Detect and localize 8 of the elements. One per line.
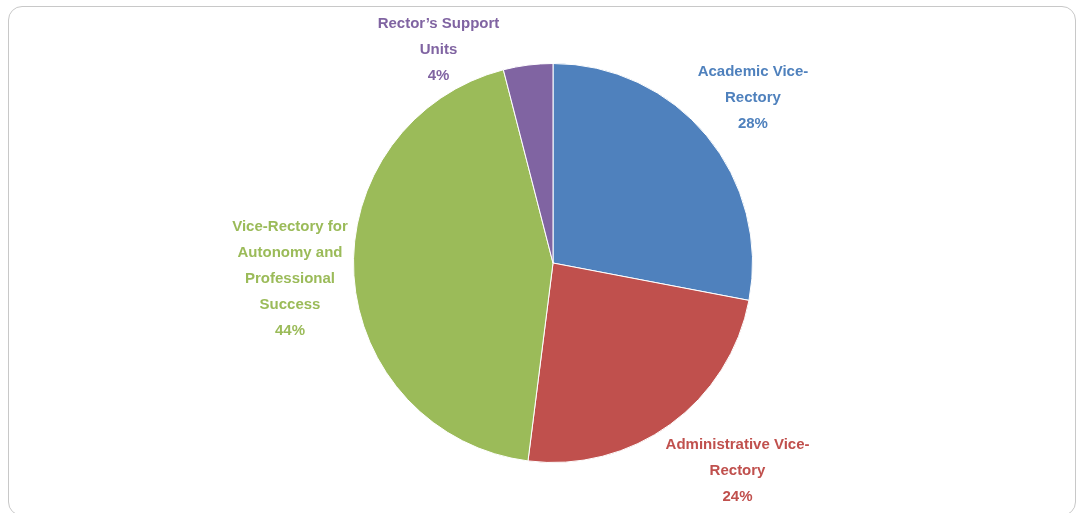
slice-label: Academic Vice-Rectory <box>697 61 809 105</box>
slice-label: Rector’s Support Units <box>377 14 500 58</box>
slice-label: Vice-Rectory for Autonomy and Professional Success <box>232 217 348 313</box>
data-label: 28% <box>737 113 768 131</box>
data-label: 24% <box>722 487 753 505</box>
data-label: 4% <box>427 66 450 84</box>
slice-label: Administrative Vice-Rectory <box>665 435 810 479</box>
data-label: 44% <box>275 321 306 339</box>
